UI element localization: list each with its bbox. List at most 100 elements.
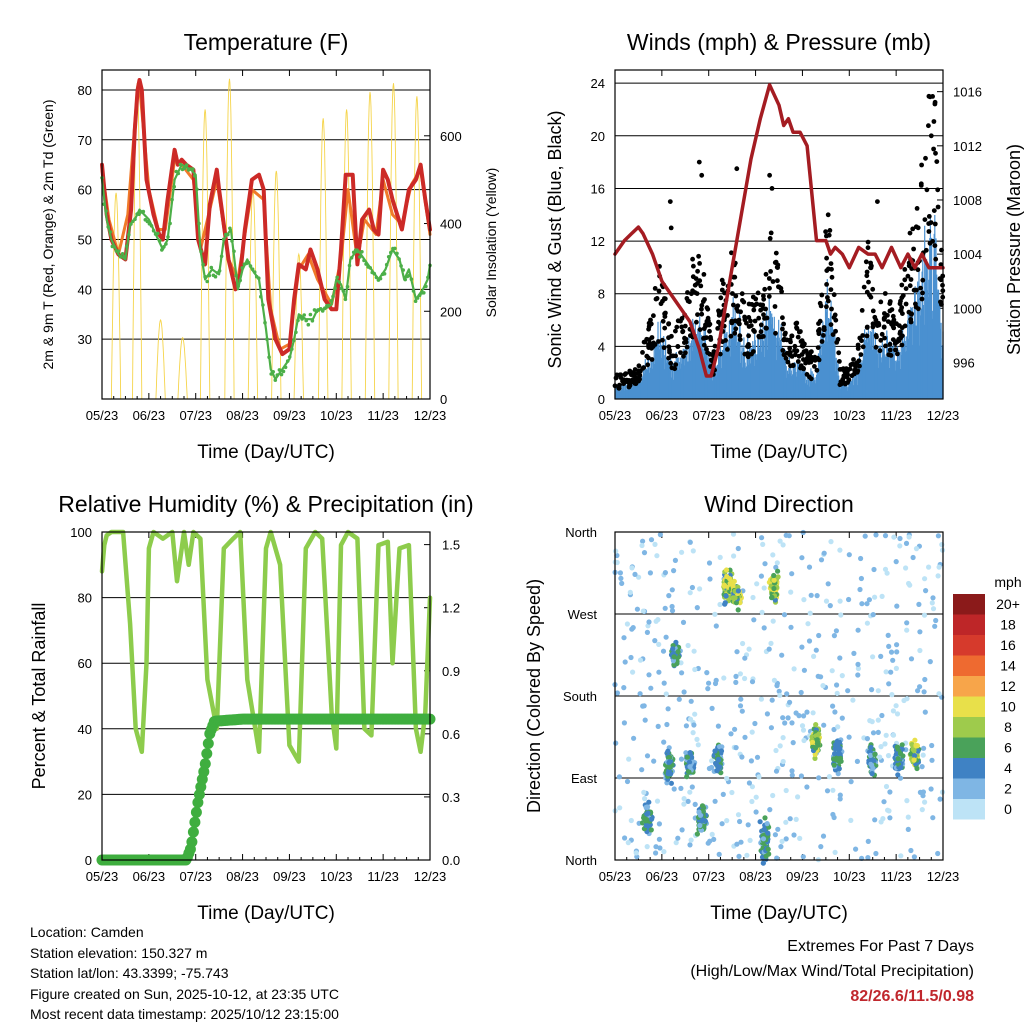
- wind-direction-point: [665, 748, 671, 754]
- wind-direction-point: [672, 557, 679, 564]
- rh-xtick-label: 10/23: [320, 869, 353, 884]
- wind-direction-point: [893, 665, 900, 672]
- gust-point: [680, 328, 686, 334]
- gust-point: [795, 334, 801, 340]
- wind-direction-point: [641, 550, 648, 556]
- wind-direction-point: [798, 773, 805, 779]
- wind-direction-point: [628, 654, 634, 661]
- temperature-ylabel: 2m & 9m T (Red, Orange) & 2m Td (Green): [40, 100, 56, 370]
- wind-direction-point: [790, 740, 796, 746]
- wind-direction-point: [717, 554, 723, 561]
- gust-point: [887, 301, 893, 306]
- wind-direction-point: [617, 805, 623, 811]
- gust-point: [800, 343, 806, 349]
- recent-timestamp-text: Most recent data timestamp: 2025/10/12 2…: [30, 1006, 339, 1022]
- gust-point: [753, 296, 759, 302]
- gust-point: [838, 379, 844, 385]
- wind-direction-point: [709, 705, 715, 712]
- wind-direction-point: [717, 764, 723, 770]
- gust-point: [804, 355, 810, 361]
- wind-direction-point: [633, 850, 639, 856]
- wind-direction-point: [809, 734, 815, 740]
- dewpoint-point: [182, 166, 187, 170]
- gust-point: [712, 343, 718, 349]
- wind-direction-point: [654, 798, 661, 804]
- dewpoint-point: [360, 250, 364, 254]
- wind-direction-point: [733, 745, 739, 751]
- wind-direction-point: [926, 564, 932, 570]
- wind-direction-point: [662, 570, 669, 576]
- wind-direction-point: [875, 729, 881, 736]
- wind-direction-point: [695, 742, 701, 748]
- wind-direction-point: [875, 688, 881, 694]
- dewpoint-point: [310, 319, 315, 323]
- wind-direction-point: [831, 814, 837, 821]
- wind-direction-point: [816, 775, 822, 781]
- wind-direction-title: Wind Direction: [704, 491, 854, 517]
- gust-point: [699, 172, 705, 178]
- gust-point: [932, 221, 938, 227]
- wind-direction-point: [648, 537, 655, 543]
- wind-direction-point: [821, 722, 827, 728]
- wind-direction-point: [687, 539, 693, 545]
- gust-point: [812, 364, 817, 369]
- wind-direction-point: [809, 739, 816, 745]
- gust-point: [763, 306, 768, 312]
- gust-point: [773, 250, 779, 256]
- wind-direction-point: [758, 696, 765, 702]
- gust-point: [674, 324, 680, 330]
- gust-point: [708, 334, 713, 340]
- wind-direction-point: [915, 688, 921, 694]
- wind-direction-point: [624, 621, 631, 627]
- gust-point: [887, 347, 893, 353]
- wind-direction-point: [669, 608, 676, 614]
- wind-direction-point: [788, 589, 794, 595]
- wind-direction-point: [846, 734, 852, 740]
- dewpoint-point: [275, 373, 280, 377]
- wind-direction-point: [686, 769, 692, 775]
- dewpoint-point: [333, 286, 337, 291]
- wind-direction-xtick-label: 06/23: [646, 869, 679, 884]
- gust-point: [788, 339, 793, 345]
- temperature-y2tick-label: 200: [440, 304, 462, 319]
- wind-direction-point: [846, 552, 852, 558]
- gust-point: [824, 304, 829, 310]
- wind-direction-point: [882, 741, 888, 747]
- wind-direction-point: [742, 675, 748, 682]
- wind-direction-point: [673, 840, 679, 846]
- wind-direction-point: [666, 593, 672, 599]
- gust-point: [737, 333, 743, 339]
- wind-direction-point: [933, 617, 939, 624]
- wind-direction-point: [921, 745, 927, 751]
- wind-direction-point: [920, 752, 926, 758]
- wind-direction-point: [890, 732, 897, 738]
- dewpoint-point: [277, 368, 282, 372]
- gust-point: [653, 296, 659, 302]
- gust-point: [887, 341, 893, 347]
- gust-point: [695, 268, 700, 274]
- dewpoint-point: [292, 338, 296, 343]
- wind-direction-point: [813, 647, 819, 653]
- wind-direction-point: [780, 715, 786, 721]
- wind-direction-point: [793, 816, 799, 823]
- dewpoint-point: [345, 284, 350, 289]
- wind-direction-point: [761, 585, 767, 591]
- gust-point: [715, 326, 721, 331]
- dewpoint-point: [411, 289, 416, 293]
- dewpoint-point: [424, 284, 428, 289]
- wind-direction-point: [884, 570, 890, 576]
- rh-ytick-label: 80: [78, 591, 92, 606]
- gust-point: [646, 355, 651, 361]
- wind-direction-point: [919, 807, 925, 813]
- dewpoint-point: [238, 278, 242, 283]
- wind-direction-point: [797, 835, 803, 842]
- wind-direction-point: [846, 596, 852, 603]
- gust-point: [690, 256, 695, 262]
- dewpoint-point: [129, 222, 133, 226]
- gust-point: [641, 365, 647, 370]
- wind-direction-point: [664, 721, 670, 728]
- gust-point: [737, 337, 743, 342]
- winds-ylabel: Sonic Wind & Gust (Blue, Black): [545, 110, 565, 368]
- gust-point: [825, 298, 831, 304]
- wind-direction-point: [655, 723, 661, 730]
